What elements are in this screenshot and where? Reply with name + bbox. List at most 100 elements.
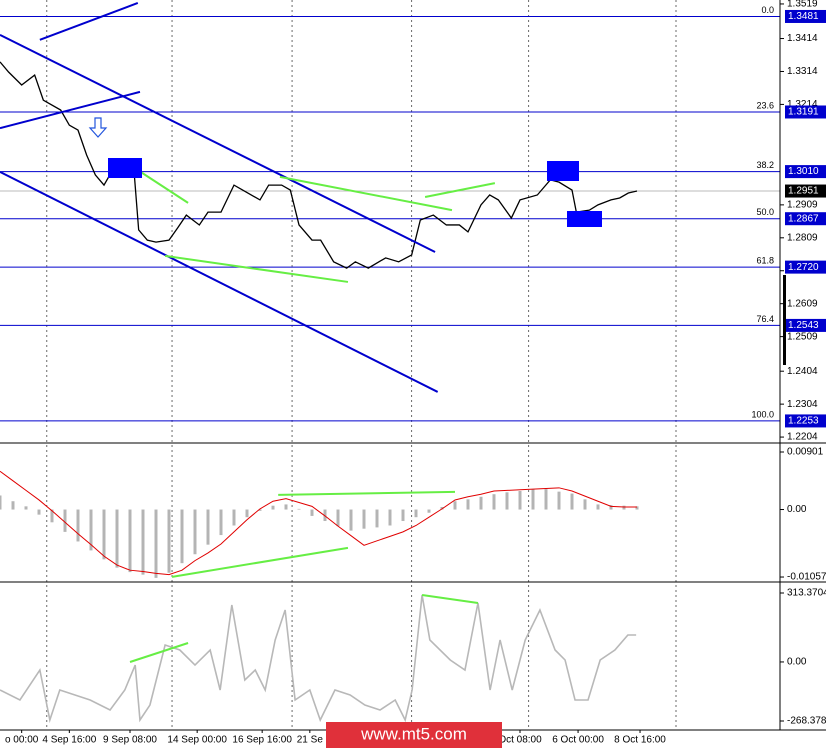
histogram-bar <box>89 509 93 551</box>
histogram-bar <box>440 506 444 510</box>
histogram-bar <box>336 509 340 527</box>
y-tick-label: 1.2509 <box>787 331 818 342</box>
histogram-bar <box>310 509 314 516</box>
histogram-bar <box>102 509 106 560</box>
histogram-bar <box>180 509 184 564</box>
histogram-bar <box>141 509 145 575</box>
histogram-bar <box>154 509 158 578</box>
histogram-bar <box>245 509 249 518</box>
price-box-label: 1.3010 <box>788 166 819 177</box>
histogram-bar <box>518 491 522 510</box>
y-tick-label: 1.2609 <box>787 298 818 309</box>
histogram-bar <box>0 495 2 510</box>
signal-line <box>0 470 637 576</box>
x-tick-label: 14 Sep 00:00 <box>167 735 227 746</box>
histogram-bar <box>596 504 600 510</box>
arrow-icon <box>88 117 108 138</box>
price-box <box>785 414 826 428</box>
histogram-bar <box>414 509 418 518</box>
trendline <box>0 171 439 393</box>
y-tick-label: 1.2809 <box>787 232 818 243</box>
histogram-bar <box>466 499 470 510</box>
histogram-bar <box>37 509 41 515</box>
y-tick-label: 1.2909 <box>787 200 818 211</box>
histogram-bar <box>271 505 275 510</box>
price-box <box>785 9 826 23</box>
trendline <box>424 182 496 198</box>
fib-level-label: 61.8 <box>756 255 774 265</box>
current-price-label: 1.2951 <box>788 186 819 197</box>
histogram-bar <box>323 509 327 522</box>
histogram-bar <box>11 501 15 510</box>
histogram-bar <box>622 505 626 510</box>
histogram-bar <box>206 509 210 545</box>
y-tick-label: -0.01057 <box>787 572 826 583</box>
x-tick-label: 21 Se <box>297 735 324 746</box>
y-tick-label: 0.00901 <box>787 447 824 458</box>
price-box <box>785 318 826 332</box>
histogram-bar <box>388 509 392 526</box>
histogram-bar <box>115 509 119 568</box>
y-tick-label: 1.3519 <box>787 0 818 10</box>
histogram-bar <box>297 508 301 510</box>
price-box <box>785 184 826 198</box>
fib-level-label: 50.0 <box>756 207 774 217</box>
histogram-bar <box>76 509 80 542</box>
price-box-label: 1.3481 <box>788 11 819 22</box>
histogram-bar <box>24 506 28 510</box>
trendline <box>279 175 453 212</box>
trendline <box>171 546 349 578</box>
histogram-bar <box>167 509 171 573</box>
fib-level-label: 100.0 <box>751 409 774 419</box>
x-tick-label: 9 Sep 08:00 <box>103 735 157 746</box>
price-box <box>785 212 826 226</box>
x-tick-label: 16 Sep 16:00 <box>232 735 292 746</box>
histogram-bar <box>570 493 574 510</box>
series-line <box>0 594 637 724</box>
y-tick-label: 313.3704 <box>787 588 826 599</box>
histogram-bar <box>219 509 223 536</box>
histogram-bar <box>609 505 613 510</box>
y-tick-label: 1.3214 <box>787 99 818 110</box>
x-tick-label: 8 Oct 16:00 <box>614 735 666 746</box>
y-tick-label: 1.3414 <box>787 33 818 44</box>
fib-level-label: 0.0 <box>761 5 774 15</box>
trendline <box>0 34 436 253</box>
histogram-bar <box>583 499 587 510</box>
histogram-bar <box>557 491 561 510</box>
price-box-label: 1.2543 <box>788 320 819 331</box>
highlight-box <box>547 161 579 181</box>
trendline <box>39 2 139 41</box>
price-box <box>785 105 826 119</box>
y-tick-label: 1.2304 <box>787 399 818 410</box>
price-box-label: 1.2253 <box>788 416 819 427</box>
watermark-box <box>326 722 502 748</box>
y-tick-label: 1.3314 <box>787 66 818 77</box>
fib-level-label: 23.6 <box>756 100 774 110</box>
x-tick-label: 4 Sep 16:00 <box>42 735 96 746</box>
y-tick-label: 1.2404 <box>787 366 818 377</box>
price-box <box>785 260 826 274</box>
histogram-bar <box>453 501 457 510</box>
trendline <box>129 642 189 663</box>
axis-marker <box>783 275 786 365</box>
histogram-bar <box>505 492 509 510</box>
price-box-label: 1.2720 <box>788 262 819 273</box>
watermark: www.mt5.com <box>360 724 467 743</box>
histogram-bar <box>362 509 366 529</box>
histogram-bar <box>50 509 54 523</box>
fib-level-label: 76.4 <box>756 314 774 324</box>
y-tick-label: 0.00 <box>787 504 807 515</box>
histogram-bar <box>544 489 548 510</box>
histogram-bar <box>401 509 405 522</box>
histogram-bar <box>349 509 353 531</box>
histogram-bar <box>232 509 236 526</box>
y-tick-label: 0.00 <box>787 657 807 668</box>
x-tick-label: 6 Oct 00:00 <box>552 735 604 746</box>
x-tick-label: Oct 08:00 <box>498 735 542 746</box>
trendline <box>164 254 349 283</box>
histogram-bar <box>635 506 639 510</box>
